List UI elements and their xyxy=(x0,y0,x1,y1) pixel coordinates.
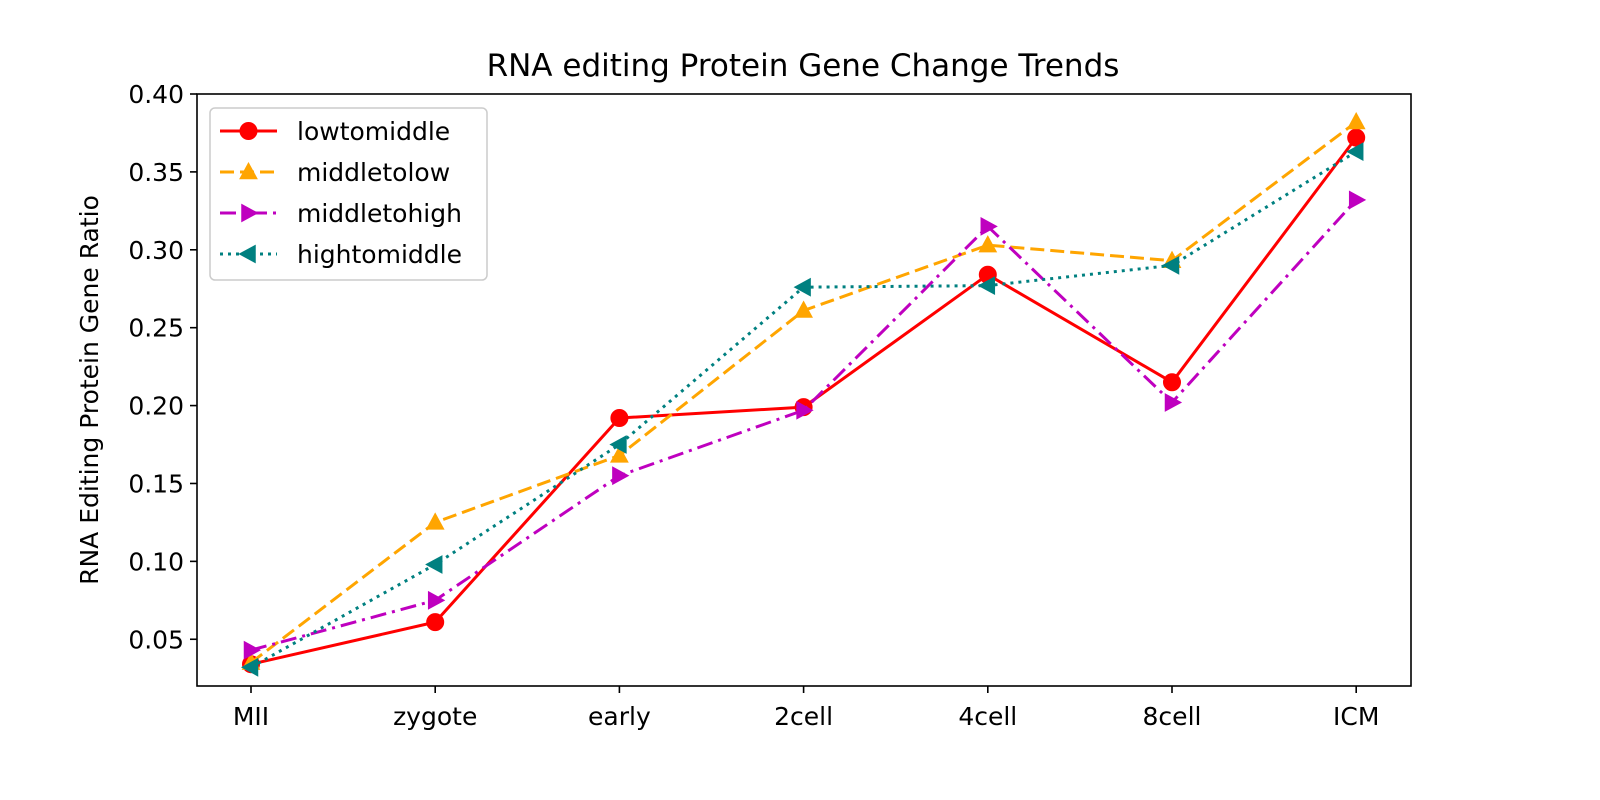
data-point-middletohigh xyxy=(1348,190,1367,210)
data-point-lowtomiddle xyxy=(426,613,445,632)
legend-marker xyxy=(238,244,256,264)
legend-label: hightomiddle xyxy=(297,240,462,269)
legend-box xyxy=(209,107,488,281)
data-point-hightomiddle xyxy=(793,277,811,297)
y-tick-label: 0.20 xyxy=(128,392,184,421)
y-tick-label: 0.40 xyxy=(128,80,184,109)
series-hightomiddle xyxy=(240,142,1364,677)
x-tick-label: MII xyxy=(233,702,269,731)
data-point-middletolow xyxy=(794,300,813,318)
x-tick-label: zygote xyxy=(393,702,477,731)
data-point-middletohigh xyxy=(1164,393,1183,412)
legend-label: lowtomiddle xyxy=(297,117,450,146)
legend-entry: middletohigh xyxy=(220,199,462,228)
series-layer xyxy=(240,111,1367,677)
legend-entry: lowtomiddle xyxy=(220,117,450,146)
data-point-middletohigh xyxy=(243,640,262,660)
legend-entry: middletolow xyxy=(220,158,450,187)
data-point-hightomiddle xyxy=(609,435,627,454)
y-tick-label: 0.05 xyxy=(128,625,184,654)
y-tick-label: 0.10 xyxy=(128,547,184,576)
data-point-middletohigh xyxy=(612,466,630,486)
data-point-middletolow xyxy=(610,445,629,463)
chart-title: RNA editing Protein Gene Change Trends xyxy=(487,48,1120,84)
data-point-hightomiddle xyxy=(425,555,443,574)
legend-entry: hightomiddle xyxy=(220,240,462,269)
x-tick-label: 4cell xyxy=(958,702,1017,731)
axes: 0.05 0.10 0.15 0.20 0.25 0.30 0.35 0.40 MII zygot… xyxy=(128,80,1412,731)
data-point-lowtomiddle xyxy=(610,409,629,428)
x-tick-label: 8cell xyxy=(1143,702,1202,731)
y-tick-label: 0.25 xyxy=(128,314,184,343)
legend: lowtomiddle middletolow middletohigh highto… xyxy=(209,107,488,281)
legend-label: middletolow xyxy=(297,158,450,187)
data-point-middletohigh xyxy=(427,590,446,610)
data-point-hightomiddle xyxy=(1161,255,1180,275)
legend-marker xyxy=(241,203,259,223)
x-tick-label: early xyxy=(588,702,651,731)
legend-label: middletohigh xyxy=(297,199,462,228)
data-point-hightomiddle xyxy=(1346,142,1364,162)
x-tick-label: 2cell xyxy=(774,702,833,731)
x-tick-label: ICM xyxy=(1333,702,1379,731)
data-point-hightomiddle xyxy=(977,276,996,296)
data-point-lowtomiddle xyxy=(1163,373,1181,392)
data-point-middletohigh xyxy=(796,400,814,420)
data-point-middletolow xyxy=(1346,111,1366,130)
series-middletohigh xyxy=(243,190,1367,660)
data-point-middletolow xyxy=(425,512,445,530)
legend-marker xyxy=(239,122,258,140)
data-point-middletolow xyxy=(978,235,998,253)
y-tick-label: 0.35 xyxy=(128,158,184,187)
y-tick-label: 0.30 xyxy=(128,236,184,265)
y-axis-label: RNA Editing Protein Gene Ratio xyxy=(75,195,104,585)
data-point-middletohigh xyxy=(980,217,998,236)
data-point-hightomiddle xyxy=(240,657,259,677)
legend-marker xyxy=(239,161,258,180)
y-tick-label: 0.15 xyxy=(128,469,184,498)
